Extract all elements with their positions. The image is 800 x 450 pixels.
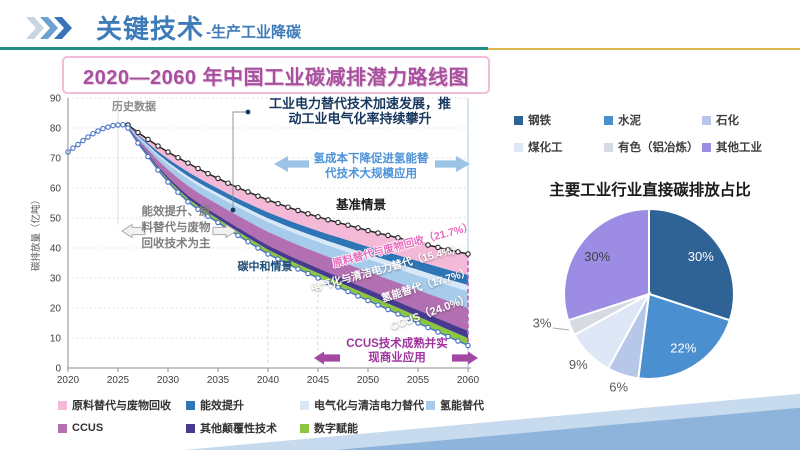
svg-text:2040: 2040 [257,375,280,386]
legend-item-钢铁: 钢铁 [514,112,604,128]
legend-swatch [604,142,613,152]
legend-swatch [426,400,435,410]
legend-item-氢能替代: 氢能替代 [426,397,494,413]
legend-item-CCUS: CCUS [58,420,186,436]
ccus-arrows [314,351,478,365]
band-能效提升 [128,125,468,286]
svg-text:10: 10 [50,334,62,345]
legend-item-石化: 石化 [702,112,792,128]
band-其他颠覆性技术 [128,127,468,339]
legend-swatch [702,142,711,152]
annotation-electrification: 工业电力替代技术加速发展，推 动工业电气化率持续攀升 [268,96,452,127]
legend-swatch [300,423,309,433]
svg-text:0: 0 [55,364,61,375]
pie-slices [563,207,735,380]
annotation-baseline-scenario: 基准情景 [335,198,387,212]
annotation-ccus-phase: CCUS技术成熟并实 现商业应用 [346,338,448,365]
svg-text:50: 50 [50,214,62,225]
chevrons-icon [26,17,72,39]
roadmap-chart: 0 10 20 30 40 50 60 70 80 90 2020 2025 2030 2035 2040 2… [28,92,493,390]
legend-swatch [300,400,309,410]
legend-swatch [514,142,523,152]
legend-item-原料替代与废物回收: 原料替代与废物回收 [58,397,186,413]
pie-labels: 30% 22% 6% 9% 3% 30% [533,249,715,395]
annotation-history: 历史数据 [112,101,156,113]
page-subtitle: -生产工业降碳 [206,23,302,41]
svg-text:60: 60 [50,184,62,195]
annotation-efficiency-phase: 能效提升、原 料替代与废物 回收技术为主 [141,206,211,251]
legend-item-水泥: 水泥 [604,112,702,128]
legend-item-数字赋能: 数字赋能 [300,420,426,436]
legend-item-有色（铝冶炼）: 有色（铝冶炼） [604,139,702,155]
roadmap-legend: 原料替代与废物回收 能效提升 电气化与清洁电力替代 氢能替代 CCUS 其他颠覆性技术 数字… [58,397,494,436]
svg-text:2045: 2045 [307,375,330,386]
legend-swatch [604,115,613,125]
legend-item-煤化工: 煤化工 [514,139,604,155]
svg-text:80: 80 [50,124,62,135]
pie-title: 主要工业行业直接碳排放占比 [549,182,751,199]
band-CCUS [128,126,468,331]
pie-slice-其他工业 [563,207,650,322]
svg-text:2035: 2035 [207,375,230,386]
page-title: 关键技术 [96,13,205,44]
svg-text:40: 40 [50,244,62,255]
legend-item-其他颠覆性技术: 其他颠覆性技术 [186,420,300,436]
svg-text:2020: 2020 [57,375,80,386]
svg-text:2025: 2025 [107,375,130,386]
history-line [65,121,131,155]
header-rule-teal [0,47,488,50]
header-rule [0,47,800,50]
pie-legend: 钢铁 水泥 石化煤化工 有色（铝冶炼） 其他工业 [514,112,792,155]
svg-text:30%: 30% [584,249,610,264]
legend-swatch [514,115,523,125]
annotation-carbon-neutral-scenario: 碳中和情景 [237,261,293,273]
efficiency-arrows [121,223,237,239]
baseline-line [125,122,471,257]
band-原料替代与废物回收 [128,125,468,275]
legend-swatch [702,115,711,125]
pie-svg: 30% 22% 6% 9% 3% 30% [533,207,735,395]
annotation-hydrogen: 氢成本下降促进氢能替 代技术大规模应用 [313,153,429,180]
carbon-neutral-line [125,125,471,349]
svg-text:碳排放量（亿吨）: 碳排放量（亿吨） [30,195,42,271]
pie-slice-水泥 [637,292,732,380]
svg-text:90: 90 [50,94,62,105]
legend-swatch [58,400,67,410]
legend-item-电气化与清洁电力替代: 电气化与清洁电力替代 [300,397,426,413]
header-rule-gold [488,48,800,50]
svg-text:9%: 9% [569,357,588,372]
svg-text:30: 30 [50,274,62,285]
svg-text:2050: 2050 [357,375,380,386]
svg-text:2060: 2060 [457,375,480,386]
svg-text:70: 70 [50,154,62,165]
legend-swatch [186,423,195,433]
legend-item-其他工业: 其他工业 [702,139,792,155]
header: 关键技术 -生产工业降碳 [0,0,800,46]
legend-swatch [58,423,67,433]
svg-text:2055: 2055 [407,375,430,386]
roadmap-title: 2020—2060 年中国工业碳减排潜力路线图 [62,56,490,94]
legend-item-能效提升: 能效提升 [186,397,300,413]
svg-text:3%: 3% [533,316,552,331]
band-氢能替代 [128,126,468,308]
svg-text:30%: 30% [688,249,714,264]
roadmap-bands [128,125,469,346]
svg-text:20: 20 [50,304,62,315]
hydrogen-arrows [274,156,470,172]
svg-text:6%: 6% [609,380,628,395]
pie-slice-钢铁 [648,207,735,322]
svg-text:22%: 22% [670,341,696,356]
electrification-callout-leader [230,109,251,213]
legend-swatch [186,400,195,410]
band-数字赋能 [128,127,468,346]
svg-text:2030: 2030 [157,375,180,386]
